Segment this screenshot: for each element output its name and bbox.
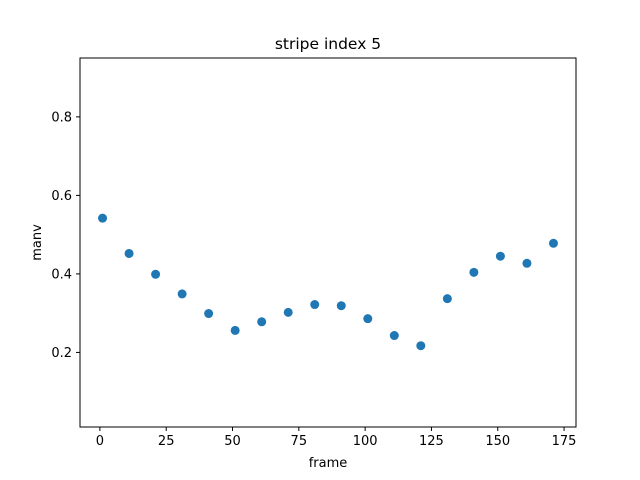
data-point: [416, 341, 426, 351]
data-point: [257, 317, 267, 327]
x-tick-label: 175: [552, 434, 577, 449]
data-point: [230, 325, 240, 335]
data-point: [98, 213, 108, 223]
x-axis-label: frame: [309, 456, 348, 471]
data-point: [336, 301, 346, 311]
data-point: [389, 331, 399, 341]
x-tick-label: 150: [485, 434, 510, 449]
data-point: [177, 289, 187, 299]
y-tick-label: 0.2: [51, 346, 72, 361]
y-tick-label: 0.4: [51, 267, 72, 282]
plot-frame: [79, 57, 577, 428]
y-tick-label: 0.6: [51, 189, 72, 204]
x-tick-label: 25: [158, 434, 175, 449]
y-axis-label: manv: [30, 224, 45, 261]
data-point: [283, 307, 293, 317]
x-tick-label: 125: [419, 434, 444, 449]
data-point: [310, 300, 320, 310]
y-axis-ticks: 0.2 0.4 0.6 0.8: [51, 110, 80, 361]
data-point: [204, 309, 214, 319]
data-point: [522, 258, 532, 268]
x-tick-label: 0: [96, 434, 104, 449]
data-point: [469, 267, 479, 277]
x-tick-label: 100: [353, 434, 378, 449]
data-point: [124, 248, 134, 258]
x-axis-ticks: 0 25 50 75 100 125 150 175: [96, 427, 577, 449]
x-tick-label: 75: [291, 434, 308, 449]
data-point: [495, 251, 505, 261]
y-tick-label: 0.8: [51, 110, 72, 125]
data-point: [548, 238, 558, 248]
data-point: [363, 314, 373, 324]
chart-title: stripe index 5: [275, 35, 381, 53]
data-points: [98, 213, 558, 351]
data-point: [151, 269, 161, 279]
x-tick-label: 50: [224, 434, 241, 449]
data-point: [442, 294, 452, 304]
